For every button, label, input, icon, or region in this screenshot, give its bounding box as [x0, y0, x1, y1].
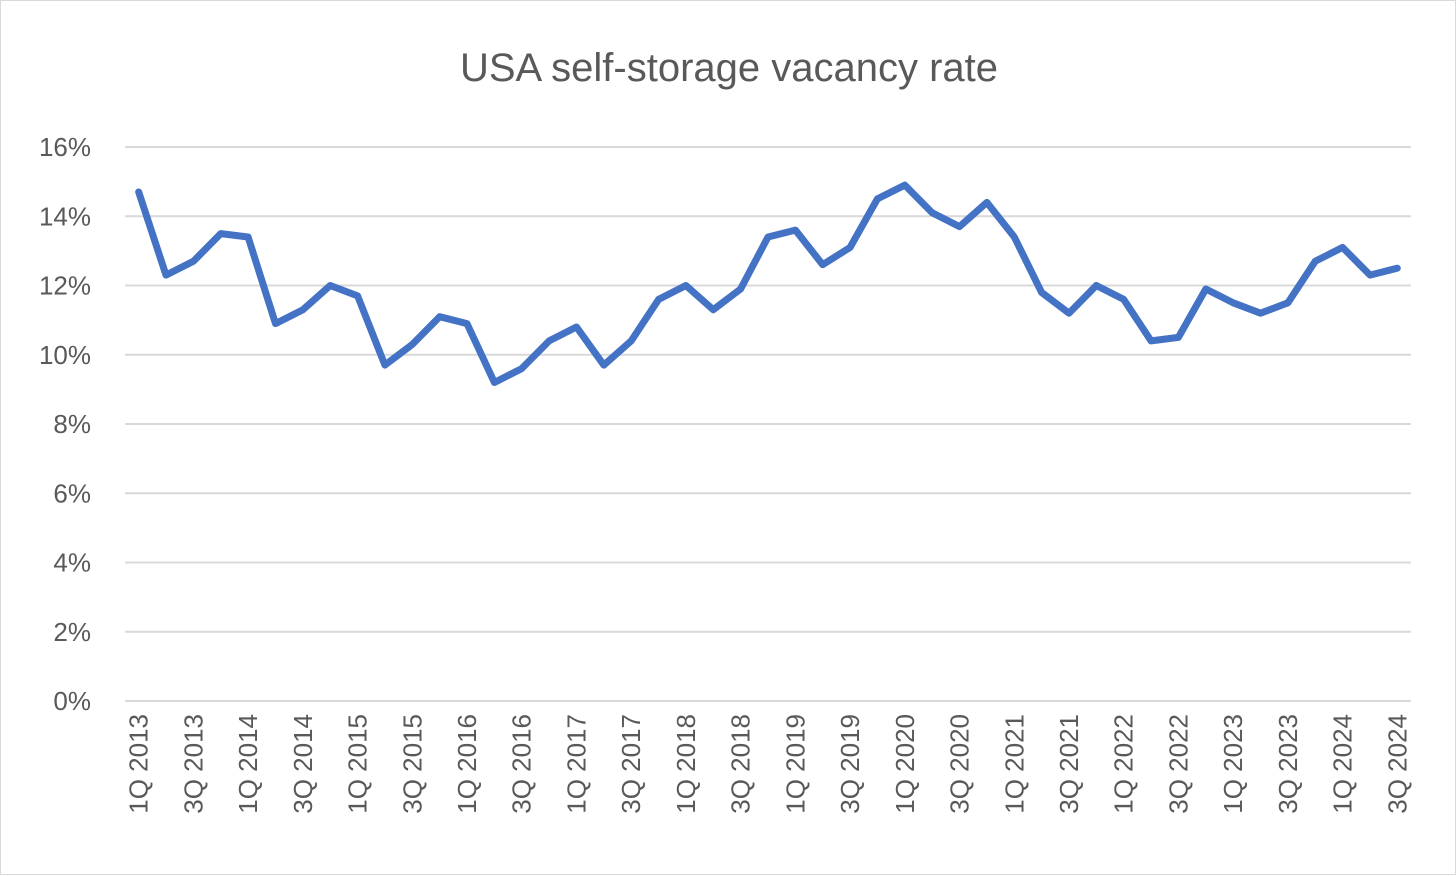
x-tick-label: 3Q 2020 — [945, 714, 975, 814]
data-point — [874, 195, 881, 202]
gridlines — [125, 146, 1411, 702]
vacancy-rate-line — [135, 181, 1401, 386]
x-tick-label: 3Q 2015 — [397, 714, 427, 814]
data-point — [1148, 337, 1155, 344]
data-point — [929, 209, 936, 216]
data-point — [354, 292, 361, 299]
data-point — [1394, 265, 1401, 272]
data-point — [409, 341, 416, 348]
y-tick-label: 6% — [53, 478, 91, 508]
x-tick-label: 1Q 2019 — [780, 714, 810, 814]
data-point — [1120, 296, 1127, 303]
data-point — [518, 365, 525, 372]
data-point — [1257, 310, 1264, 317]
data-point — [792, 227, 799, 234]
data-point — [1202, 285, 1209, 292]
x-tick-label: 3Q 2014 — [288, 714, 318, 814]
y-tick-label: 8% — [53, 409, 91, 439]
data-point — [901, 182, 908, 189]
x-tick-label: 1Q 2018 — [671, 714, 701, 814]
data-point — [1065, 310, 1072, 317]
y-axis-ticks: 0% 2% 4% 6% 8% 10% 12% 14% 16% — [39, 132, 91, 716]
data-point — [1011, 234, 1018, 241]
x-tick-label: 1Q 2020 — [890, 714, 920, 814]
x-tick-label: 3Q 2016 — [507, 714, 537, 814]
data-point — [245, 234, 252, 241]
data-point — [135, 189, 142, 196]
data-point — [272, 320, 279, 327]
data-point — [983, 199, 990, 206]
y-tick-label: 14% — [39, 201, 91, 231]
data-point — [1230, 299, 1237, 306]
data-point — [163, 272, 170, 279]
y-tick-label: 12% — [39, 271, 91, 301]
data-point — [217, 230, 224, 237]
data-point — [1366, 272, 1373, 279]
data-point — [299, 306, 306, 313]
y-tick-label: 10% — [39, 340, 91, 370]
data-point — [464, 320, 471, 327]
data-point — [956, 223, 963, 230]
data-point — [1339, 244, 1346, 251]
x-tick-label: 1Q 2021 — [999, 714, 1029, 814]
data-point — [491, 379, 498, 386]
data-point — [819, 261, 826, 268]
data-point — [655, 296, 662, 303]
series-layer — [135, 181, 1401, 386]
y-tick-label: 2% — [53, 617, 91, 647]
chart-title: USA self-storage vacancy rate — [460, 46, 998, 90]
x-tick-label: 1Q 2016 — [452, 714, 482, 814]
x-tick-label: 1Q 2024 — [1328, 714, 1358, 814]
data-point — [737, 285, 744, 292]
data-point — [710, 306, 717, 313]
x-tick-label: 1Q 2015 — [343, 714, 373, 814]
x-tick-label: 3Q 2019 — [835, 714, 865, 814]
x-tick-label: 3Q 2017 — [616, 714, 646, 814]
data-point — [682, 282, 689, 289]
x-tick-label: 3Q 2022 — [1163, 714, 1193, 814]
data-point — [436, 313, 443, 320]
y-tick-label: 0% — [53, 686, 91, 716]
data-point — [1175, 334, 1182, 341]
x-tick-label: 3Q 2021 — [1054, 714, 1084, 814]
data-point — [1312, 258, 1319, 265]
data-point — [573, 324, 580, 331]
x-tick-label: 1Q 2013 — [124, 714, 154, 814]
data-point — [628, 337, 635, 344]
data-point — [1038, 289, 1045, 296]
data-point — [1093, 282, 1100, 289]
y-tick-label: 4% — [53, 548, 91, 578]
y-tick-label: 16% — [39, 132, 91, 162]
data-point — [190, 258, 197, 265]
x-tick-label: 3Q 2023 — [1273, 714, 1303, 814]
data-point — [847, 244, 854, 251]
data-point — [1284, 299, 1291, 306]
x-tick-label: 1Q 2023 — [1218, 714, 1248, 814]
data-point — [327, 282, 334, 289]
x-tick-label: 1Q 2014 — [233, 714, 263, 814]
data-point — [381, 362, 388, 369]
data-point — [600, 362, 607, 369]
x-tick-label: 3Q 2024 — [1382, 714, 1412, 814]
x-tick-label: 3Q 2018 — [726, 714, 756, 814]
x-tick-label: 3Q 2013 — [178, 714, 208, 814]
data-point — [546, 337, 553, 344]
x-tick-label: 1Q 2022 — [1109, 714, 1139, 814]
x-tick-label: 1Q 2017 — [561, 714, 591, 814]
x-axis-ticks: 1Q 2013 3Q 2013 1Q 2014 3Q 2014 1Q 2015 3Q 20… — [124, 714, 1413, 814]
data-point — [765, 234, 771, 241]
